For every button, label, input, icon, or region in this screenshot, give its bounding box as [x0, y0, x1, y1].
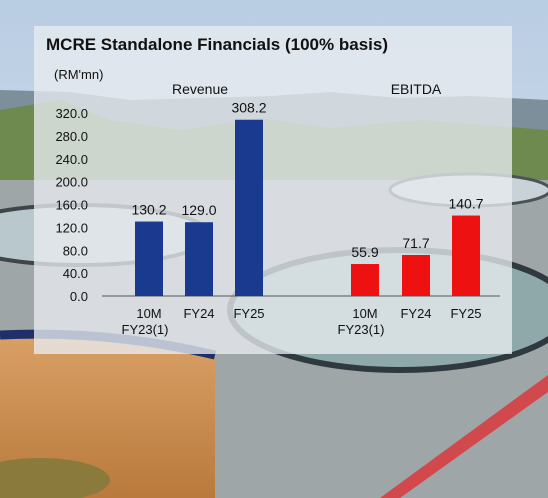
x-tick-label: FY25: [233, 306, 264, 321]
x-tick-label: 10M: [136, 306, 161, 321]
x-tick-label: FY23(1): [338, 322, 385, 337]
y-tick-label: 0.0: [70, 289, 88, 304]
chart-panel: [34, 26, 512, 354]
x-tick-label: 10M: [352, 306, 377, 321]
data-label: 130.2: [131, 202, 166, 218]
chart-title: MCRE Standalone Financials (100% basis): [46, 35, 388, 54]
data-label: 55.9: [351, 244, 378, 260]
data-label: 129.0: [181, 202, 216, 218]
bar: [402, 254, 430, 296]
y-tick-label: 160.0: [55, 198, 88, 213]
y-tick-label: 80.0: [63, 243, 88, 258]
data-label: 71.7: [402, 235, 429, 251]
y-tick-label: 240.0: [55, 152, 88, 167]
bar: [135, 221, 163, 296]
y-tick-label: 120.0: [55, 220, 88, 235]
bar: [235, 119, 263, 296]
x-tick-label: FY25: [450, 306, 481, 321]
bar: [452, 215, 480, 296]
y-tick-label: 200.0: [55, 175, 88, 190]
y-tick-label: 40.0: [63, 266, 88, 281]
data-label: 308.2: [231, 100, 266, 116]
panel-title: EBITDA: [391, 81, 442, 97]
data-label: 140.7: [448, 196, 483, 212]
x-tick-label: FY23(1): [122, 322, 169, 337]
y-unit-label: (RM'mn): [54, 67, 103, 82]
bar: [185, 222, 213, 296]
x-tick-label: FY24: [400, 306, 431, 321]
bar: [351, 264, 379, 296]
y-tick-label: 280.0: [55, 129, 88, 144]
panel-title: Revenue: [172, 81, 228, 97]
x-tick-label: FY24: [183, 306, 214, 321]
y-tick-label: 320.0: [55, 106, 88, 121]
